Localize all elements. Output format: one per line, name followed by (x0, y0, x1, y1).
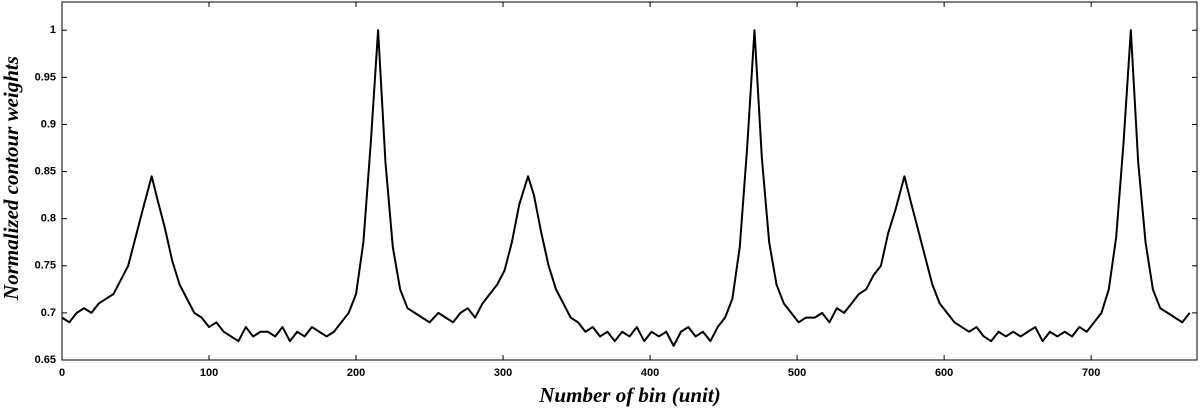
y-axis-label: Normalized contour weights (0, 56, 23, 301)
y-tick-label: 0.9 (41, 118, 56, 130)
x-axis-label: Number of bin (unit) (538, 383, 720, 407)
x-tick-label: 100 (200, 367, 218, 379)
y-tick-label: 0.8 (41, 213, 56, 225)
x-tick-label: 400 (641, 367, 659, 379)
y-tick-label: 0.95 (35, 71, 56, 83)
x-tick-label: 300 (494, 367, 512, 379)
y-tick-label: 0.7 (41, 307, 56, 319)
y-tick-label: 0.75 (35, 260, 56, 272)
x-tick-label: 0 (59, 367, 65, 379)
plot-frame (61, 1, 1198, 361)
x-tick-label: 700 (1082, 367, 1100, 379)
y-tick-label: 0.65 (35, 354, 56, 366)
y-tick-label: 1 (50, 24, 56, 36)
x-tick-label: 600 (935, 367, 953, 379)
x-tick-label: 500 (788, 367, 806, 379)
y-tick-label: 0.85 (35, 165, 56, 177)
data-line (61, 29, 1191, 347)
x-tick-label: 200 (347, 367, 365, 379)
